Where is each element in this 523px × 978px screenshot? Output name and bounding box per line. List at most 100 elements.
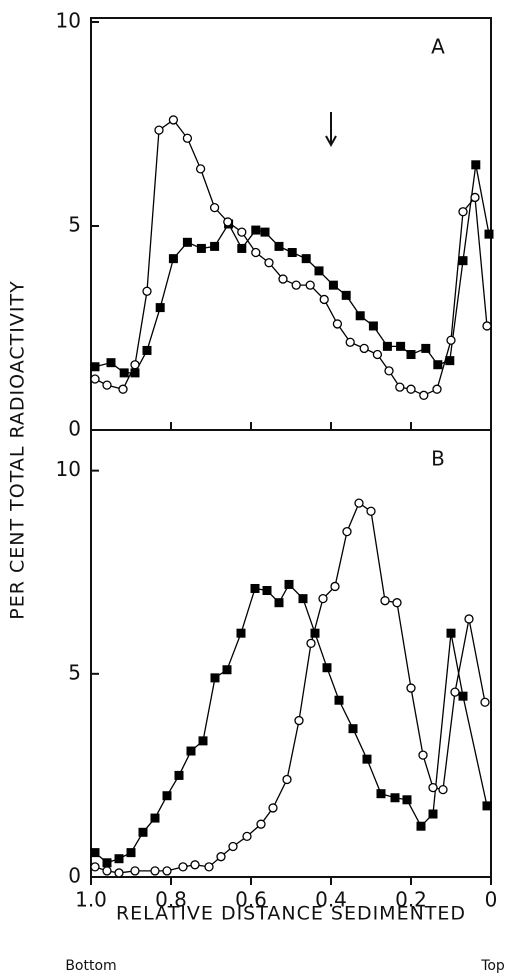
x-tick-label: 0: [485, 888, 498, 912]
square-marker: [355, 311, 365, 321]
square-marker: [237, 243, 247, 253]
square-marker: [484, 229, 494, 239]
square-marker: [142, 345, 152, 355]
x-tick-label: 0.6: [235, 888, 267, 912]
circle-marker: [114, 868, 124, 878]
circle-marker: [130, 360, 140, 370]
circle-marker: [182, 133, 193, 143]
y-tick-label: 5: [68, 660, 81, 684]
square-marker: [90, 362, 100, 372]
square-marker: [174, 770, 184, 780]
x-axis-label: RELATIVE DISTANCE SEDIMENTED: [116, 903, 466, 925]
x-tick-label: 0.2: [395, 888, 427, 912]
circle-marker: [380, 596, 390, 606]
circle-marker: [294, 715, 304, 726]
square-marker: [119, 368, 129, 378]
square-marker: [274, 598, 284, 608]
panel-label: B: [431, 447, 445, 471]
circle-marker: [90, 862, 100, 872]
circle-marker: [406, 384, 416, 394]
square-marker: [210, 673, 220, 683]
circle-marker: [428, 782, 438, 793]
x-tick-label: 0.8: [155, 888, 187, 912]
circle-marker: [305, 280, 315, 290]
y-tick-label: 0: [68, 417, 81, 441]
square-marker: [150, 813, 160, 823]
annotation: Top: [480, 958, 505, 974]
circle-marker: [168, 115, 179, 125]
square-marker: [310, 628, 320, 638]
circle-marker: [450, 687, 460, 697]
square-marker: [301, 254, 311, 264]
square-marker: [155, 303, 165, 313]
circle-marker: [209, 202, 220, 213]
square-marker: [428, 809, 438, 819]
circle-marker: [118, 384, 128, 394]
square-marker: [334, 695, 344, 705]
circle-marker: [102, 866, 112, 876]
square-marker: [458, 691, 468, 701]
circle-marker: [216, 852, 226, 862]
square-marker: [298, 594, 308, 604]
circle-marker: [264, 258, 274, 268]
square-marker: [284, 579, 294, 589]
square-marker: [102, 858, 112, 868]
square-marker: [236, 628, 246, 638]
circle-marker: [392, 598, 402, 608]
square-marker: [182, 237, 192, 247]
circle-marker: [395, 382, 405, 392]
x-tick-label: 0.4: [315, 888, 347, 912]
circle-marker: [359, 343, 369, 354]
square-marker: [445, 356, 455, 366]
square-marker: [274, 241, 284, 251]
circle-marker: [150, 866, 160, 876]
square-marker: [382, 341, 392, 351]
square-marker: [482, 801, 492, 811]
plot-frame: [90, 17, 492, 431]
square-marker: [222, 665, 232, 675]
circle-marker: [195, 164, 206, 174]
square-marker: [341, 290, 351, 300]
circle-marker: [318, 593, 328, 604]
y-tick-label: 0: [68, 864, 81, 888]
circle-marker: [242, 831, 252, 842]
circle-marker: [482, 321, 492, 331]
square-marker: [126, 848, 136, 858]
square-marker: [251, 225, 261, 235]
square-marker: [458, 256, 468, 266]
circle-marker: [345, 337, 355, 347]
square-marker: [138, 827, 148, 837]
circle-marker: [319, 294, 329, 305]
circle-marker: [282, 774, 292, 785]
circle-marker: [446, 335, 456, 345]
square-marker: [402, 795, 412, 805]
square-marker: [260, 227, 270, 237]
y-tick-label: 10: [56, 457, 81, 481]
square-marker: [362, 754, 372, 764]
circle-marker: [342, 526, 352, 537]
circle-marker: [306, 638, 316, 648]
circle-marker: [464, 614, 474, 624]
panel-label: A: [431, 35, 445, 59]
square-marker: [433, 360, 443, 370]
square-marker: [348, 724, 358, 734]
circle-marker: [204, 862, 214, 872]
square-marker: [198, 736, 208, 746]
circle-marker: [432, 384, 442, 394]
circle-marker: [228, 841, 238, 852]
circle-marker: [332, 319, 343, 329]
square-marker: [390, 793, 400, 803]
circle-marker: [438, 784, 448, 795]
square-marker: [396, 341, 406, 351]
square-marker: [421, 343, 431, 353]
y-axis-label: PER CENT TOTAL RADIOACTIVITY: [7, 280, 29, 619]
square-marker: [196, 243, 206, 253]
square-marker: [314, 266, 324, 276]
square-marker: [186, 746, 196, 756]
circle-marker: [190, 860, 200, 870]
circle-marker: [419, 390, 429, 400]
square-marker: [114, 854, 124, 864]
circle-marker: [406, 683, 416, 693]
square-marker: [322, 663, 332, 673]
